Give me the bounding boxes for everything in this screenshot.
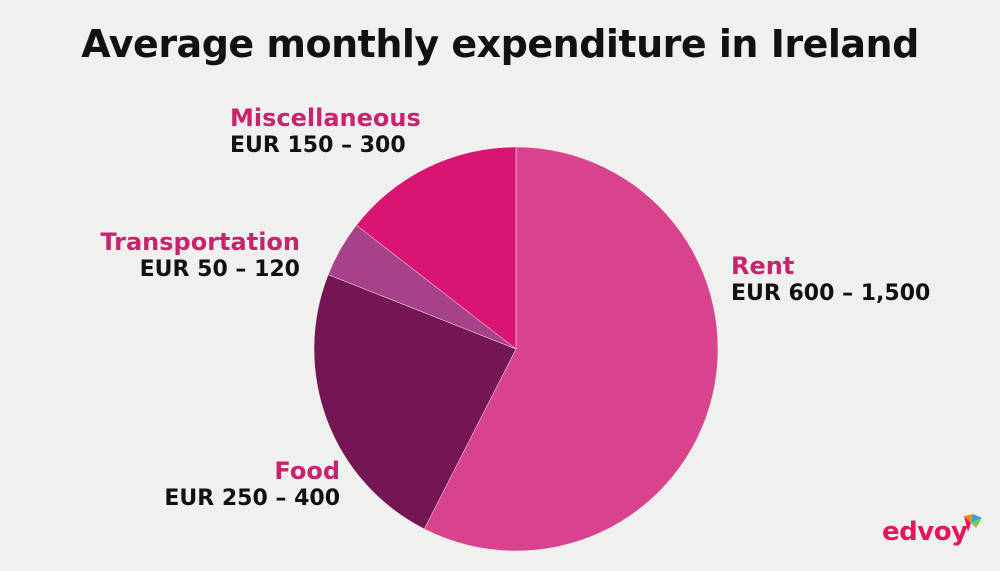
value-label: EUR 600 – 1,500	[731, 280, 931, 306]
label-miscellaneous: Miscellaneous EUR 150 – 300	[230, 104, 421, 159]
label-rent: Rent EUR 600 – 1,500	[731, 252, 930, 307]
label-transportation: Transportation EUR 50 – 120	[100, 228, 300, 283]
value-label: EUR 250 – 400	[164, 485, 340, 511]
category-label: Food	[274, 457, 340, 485]
pie-slice-rent	[423, 146, 719, 552]
category-label: Transportation	[100, 228, 300, 256]
chart-title: Average monthly expenditure in Ireland	[81, 22, 919, 66]
label-food: Food EUR 250 – 400	[164, 457, 340, 512]
brand-logo: edvoy	[882, 517, 968, 547]
pie-slice-miscellaneous	[356, 146, 517, 350]
pie-slice-food	[313, 274, 517, 530]
value-label: EUR 150 – 300	[230, 132, 406, 158]
category-label: Rent	[731, 252, 795, 280]
value-label: EUR 50 – 120	[139, 256, 300, 282]
category-label: Miscellaneous	[230, 104, 421, 132]
brand-mark-icon	[964, 514, 982, 532]
